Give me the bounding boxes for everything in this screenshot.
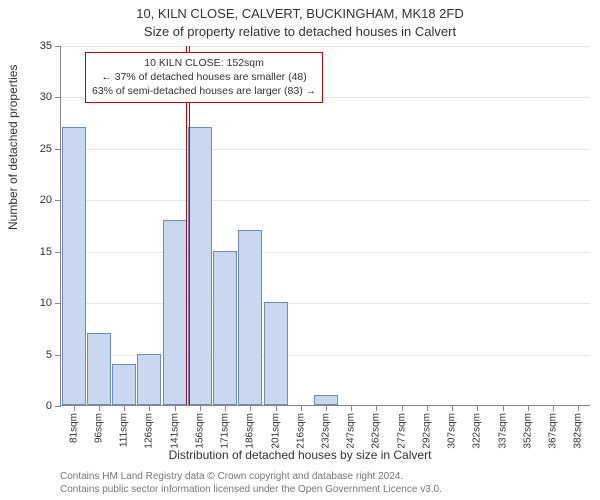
y-axis-label: Number of detached properties (6, 65, 20, 230)
gridline (61, 252, 590, 253)
x-tick-label: 186sqm (245, 413, 256, 449)
bar (163, 220, 187, 405)
x-tick-label: 382sqm (573, 413, 584, 449)
x-tick (553, 405, 554, 411)
x-tick-label: 292sqm (421, 413, 432, 449)
x-tick (402, 405, 403, 411)
bar (238, 230, 262, 405)
x-tick-label: 216sqm (295, 413, 306, 449)
bar (264, 302, 288, 405)
gridline (61, 46, 590, 47)
x-tick-label: 81sqm (68, 413, 79, 443)
y-tick (55, 149, 61, 150)
x-tick (477, 405, 478, 411)
x-tick-label: 352sqm (522, 413, 533, 449)
chart-title-sub: Size of property relative to detached ho… (0, 24, 600, 39)
y-tick (55, 406, 61, 407)
x-tick (175, 405, 176, 411)
y-tick (55, 46, 61, 47)
x-tick (301, 405, 302, 411)
annotation-line-1: 10 KILN CLOSE: 152sqm (92, 56, 316, 70)
x-tick (578, 405, 579, 411)
x-tick-label: 96sqm (93, 413, 104, 443)
x-tick-label: 337sqm (497, 413, 508, 449)
footer: Contains HM Land Registry data © Crown c… (60, 470, 442, 496)
x-tick-label: 156sqm (194, 413, 205, 449)
x-tick-label: 171sqm (220, 413, 231, 449)
x-tick (528, 405, 529, 411)
y-tick-label: 10 (40, 297, 52, 309)
x-tick (452, 405, 453, 411)
x-tick (200, 405, 201, 411)
y-tick-label: 0 (46, 400, 52, 412)
x-tick (427, 405, 428, 411)
gridline (61, 303, 590, 304)
y-tick-label: 30 (40, 91, 52, 103)
x-tick (99, 405, 100, 411)
x-tick (149, 405, 150, 411)
x-tick (124, 405, 125, 411)
y-tick-label: 5 (46, 349, 52, 361)
y-tick (55, 200, 61, 201)
x-tick (74, 405, 75, 411)
footer-line-2: Contains public sector information licen… (60, 483, 442, 496)
y-tick (55, 355, 61, 356)
chart-title-main: 10, KILN CLOSE, CALVERT, BUCKINGHAM, MK1… (0, 6, 600, 21)
x-tick (225, 405, 226, 411)
x-tick (250, 405, 251, 411)
x-tick-label: 322sqm (472, 413, 483, 449)
y-tick-label: 15 (40, 246, 52, 258)
annotation-line-3: 63% of semi-detached houses are larger (… (92, 84, 316, 98)
bar (62, 127, 86, 405)
bar (137, 354, 161, 405)
bar (213, 251, 237, 405)
x-tick-label: 262sqm (371, 413, 382, 449)
bar (112, 364, 136, 405)
x-tick-label: 307sqm (447, 413, 458, 449)
y-tick (55, 97, 61, 98)
x-tick (326, 405, 327, 411)
x-tick-label: 247sqm (346, 413, 357, 449)
y-tick (55, 252, 61, 253)
x-tick-label: 111sqm (119, 413, 130, 447)
x-tick (503, 405, 504, 411)
bar (87, 333, 111, 405)
x-tick (376, 405, 377, 411)
footer-line-1: Contains HM Land Registry data © Crown c… (60, 470, 442, 483)
x-tick-label: 201sqm (270, 413, 281, 449)
chart-container: 10, KILN CLOSE, CALVERT, BUCKINGHAM, MK1… (0, 0, 600, 500)
y-tick (55, 303, 61, 304)
x-tick-label: 367sqm (548, 413, 559, 449)
y-tick-label: 25 (40, 143, 52, 155)
plot-area: 0510152025303581sqm96sqm111sqm126sqm141s… (60, 46, 590, 406)
x-axis-label: Distribution of detached houses by size … (0, 448, 600, 462)
y-tick-label: 20 (40, 194, 52, 206)
x-tick-label: 126sqm (144, 413, 155, 449)
bar (188, 127, 212, 405)
annotation-line-2: ← 37% of detached houses are smaller (48… (92, 70, 316, 84)
x-tick-label: 141sqm (169, 413, 180, 449)
bar (314, 395, 338, 405)
gridline (61, 149, 590, 150)
x-tick (276, 405, 277, 411)
annotation-box: 10 KILN CLOSE: 152sqm ← 37% of detached … (85, 52, 323, 103)
x-tick (351, 405, 352, 411)
x-tick-label: 232sqm (321, 413, 332, 449)
x-tick-label: 277sqm (396, 413, 407, 449)
y-tick-label: 35 (40, 40, 52, 52)
gridline (61, 200, 590, 201)
